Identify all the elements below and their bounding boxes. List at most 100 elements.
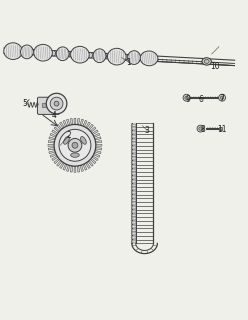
Polygon shape xyxy=(54,158,60,164)
Polygon shape xyxy=(66,165,70,172)
Polygon shape xyxy=(48,148,55,150)
Polygon shape xyxy=(54,127,60,132)
Polygon shape xyxy=(92,130,98,135)
Bar xyxy=(132,188,136,190)
Polygon shape xyxy=(57,124,62,130)
Circle shape xyxy=(54,101,59,106)
Polygon shape xyxy=(70,166,73,172)
Ellipse shape xyxy=(140,51,158,66)
Bar xyxy=(132,165,136,168)
Bar xyxy=(132,229,136,232)
Polygon shape xyxy=(88,161,93,166)
Ellipse shape xyxy=(204,60,209,63)
Polygon shape xyxy=(80,165,84,172)
Ellipse shape xyxy=(56,47,69,60)
Polygon shape xyxy=(49,150,55,154)
Polygon shape xyxy=(95,148,102,150)
Bar xyxy=(132,233,136,236)
Bar xyxy=(132,225,136,228)
Text: 10: 10 xyxy=(210,62,219,71)
Ellipse shape xyxy=(70,52,74,57)
Ellipse shape xyxy=(140,55,144,61)
Text: 7: 7 xyxy=(220,94,224,103)
Circle shape xyxy=(219,94,225,101)
FancyBboxPatch shape xyxy=(37,97,60,114)
Bar xyxy=(132,184,136,187)
Bar xyxy=(132,195,136,198)
Bar xyxy=(132,176,136,179)
Polygon shape xyxy=(52,156,58,161)
Polygon shape xyxy=(86,163,90,169)
Circle shape xyxy=(50,97,63,110)
Polygon shape xyxy=(83,120,87,127)
Polygon shape xyxy=(92,156,98,161)
Circle shape xyxy=(199,127,202,130)
Bar xyxy=(132,203,136,205)
Ellipse shape xyxy=(33,50,37,55)
Ellipse shape xyxy=(4,43,22,60)
Bar xyxy=(132,124,136,127)
Bar xyxy=(132,142,136,145)
Circle shape xyxy=(54,124,96,166)
Bar xyxy=(132,191,136,194)
Text: 2: 2 xyxy=(66,131,71,140)
Bar xyxy=(132,240,136,243)
Bar xyxy=(132,218,136,220)
Ellipse shape xyxy=(34,44,52,61)
Ellipse shape xyxy=(106,53,111,59)
Polygon shape xyxy=(49,137,55,140)
Bar xyxy=(132,157,136,160)
Text: 11: 11 xyxy=(217,125,227,134)
Circle shape xyxy=(46,93,67,114)
Ellipse shape xyxy=(128,51,140,64)
Ellipse shape xyxy=(202,58,211,65)
Bar xyxy=(132,180,136,183)
Polygon shape xyxy=(95,150,101,154)
Text: 6: 6 xyxy=(199,95,204,104)
Polygon shape xyxy=(63,120,67,127)
Text: 5: 5 xyxy=(22,99,27,108)
Polygon shape xyxy=(80,119,84,125)
Circle shape xyxy=(72,142,78,148)
Polygon shape xyxy=(57,161,62,166)
Bar xyxy=(42,103,46,107)
Polygon shape xyxy=(70,118,73,125)
Bar xyxy=(132,154,136,156)
Polygon shape xyxy=(48,144,54,146)
Polygon shape xyxy=(86,122,90,128)
Polygon shape xyxy=(95,140,102,143)
Polygon shape xyxy=(60,163,64,169)
Ellipse shape xyxy=(51,51,56,56)
Polygon shape xyxy=(83,164,87,170)
Bar xyxy=(132,221,136,224)
Polygon shape xyxy=(77,118,80,125)
Polygon shape xyxy=(93,153,100,157)
Polygon shape xyxy=(74,166,76,172)
Text: 8: 8 xyxy=(200,125,205,134)
Bar xyxy=(132,127,136,130)
Text: 9: 9 xyxy=(186,95,191,104)
Ellipse shape xyxy=(124,54,128,60)
Bar xyxy=(132,206,136,209)
Ellipse shape xyxy=(71,153,79,157)
Text: 3: 3 xyxy=(145,126,150,135)
Polygon shape xyxy=(93,133,100,137)
Ellipse shape xyxy=(107,48,126,65)
Bar xyxy=(132,150,136,153)
Bar xyxy=(132,161,136,164)
Polygon shape xyxy=(95,137,101,140)
Polygon shape xyxy=(50,133,56,137)
Polygon shape xyxy=(48,140,55,143)
Ellipse shape xyxy=(18,49,23,54)
Bar xyxy=(132,210,136,213)
Bar xyxy=(132,236,136,239)
Bar xyxy=(132,131,136,134)
Polygon shape xyxy=(52,130,58,135)
Polygon shape xyxy=(90,158,96,164)
Polygon shape xyxy=(66,119,70,125)
Polygon shape xyxy=(60,122,64,128)
Polygon shape xyxy=(96,144,102,146)
Ellipse shape xyxy=(93,49,106,63)
Circle shape xyxy=(68,139,82,152)
Text: 1: 1 xyxy=(126,58,131,67)
